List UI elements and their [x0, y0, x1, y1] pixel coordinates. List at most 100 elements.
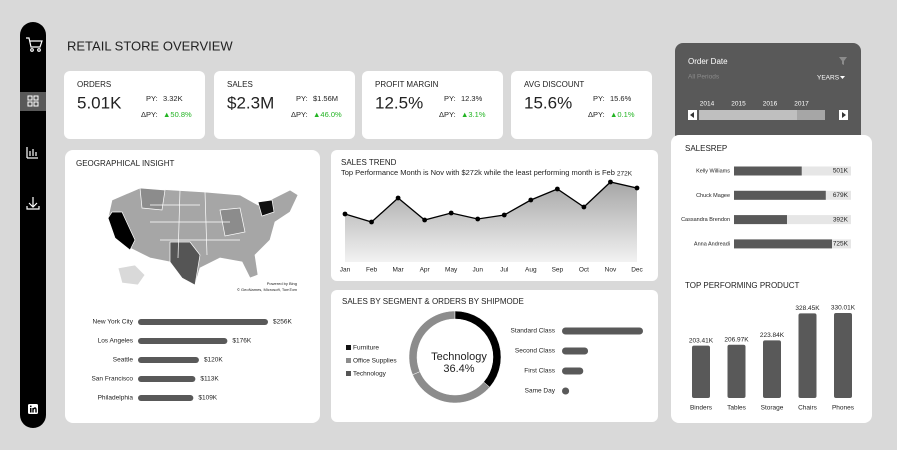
value-label: $109K: [198, 395, 217, 402]
x-tick-label: Nov: [605, 267, 617, 274]
x-tick-label: May: [445, 267, 458, 274]
x-tick-label: Aug: [525, 267, 537, 274]
timeline-track[interactable]: [797, 110, 825, 120]
x-tick-label: Apr: [420, 267, 431, 274]
kpi-delta-label: ΔPY:: [588, 110, 605, 119]
column: [798, 313, 817, 398]
bar: [562, 327, 643, 335]
page-title: RETAIL STORE OVERVIEW: [67, 38, 233, 53]
value-label: 206.97K: [724, 336, 749, 343]
filter-title: Order Date: [688, 57, 728, 66]
chart-title: TOP PERFORMING PRODUCT: [685, 281, 799, 290]
value-label: 392K: [833, 216, 849, 223]
chart-title: GEOGRAPHICAL INSIGHT: [76, 159, 175, 168]
level-arrow[interactable]: [840, 76, 845, 79]
bar: [734, 166, 802, 176]
filter-icon[interactable]: [839, 57, 847, 65]
category-label: First Class: [524, 368, 555, 375]
x-tick-label: Feb: [366, 267, 378, 274]
linkedin-icon[interactable]: [28, 404, 38, 414]
bar: [562, 347, 589, 355]
x-tick-label: Oct: [579, 267, 589, 274]
kpi-card: [362, 71, 503, 139]
point: [608, 179, 613, 185]
value-label: 501K: [833, 168, 849, 175]
grid-icon: [27, 95, 39, 107]
year-label[interactable]: 2014: [700, 101, 715, 108]
kpi-value: 5.01K: [77, 93, 122, 112]
bar: [138, 357, 199, 363]
kpi-py-label: PY:: [593, 94, 605, 103]
kpi-label: PROFIT MARGIN: [375, 80, 439, 89]
category-label: Second Class: [515, 348, 556, 355]
point: [422, 217, 428, 223]
download-icon[interactable]: [26, 197, 40, 210]
line: [344, 181, 638, 223]
category-label: New York City: [93, 319, 134, 326]
legend-label: Furniture: [353, 345, 379, 352]
kpi-label: AVG DISCOUNT: [524, 80, 584, 89]
kpi-delta-label: ΔPY:: [291, 110, 308, 119]
category-label: Cassandra Brendon: [681, 217, 730, 223]
column: [692, 345, 710, 398]
filter-level[interactable]: YEARS: [817, 75, 840, 82]
value-label: 203.41K: [689, 337, 714, 344]
kpi-label: ORDERS: [77, 80, 111, 89]
kpi-card: [214, 71, 355, 139]
value-label: 328.45K: [795, 305, 820, 312]
bar: [138, 376, 196, 382]
legend-label: Technology: [353, 371, 387, 378]
chart-title: SALES BY SEGMENT & ORDERS BY SHIPMODE: [342, 297, 524, 306]
category-label: San Francisco: [91, 376, 133, 383]
kpi-delta-label: ΔPY:: [439, 110, 456, 119]
value-label: $120K: [204, 357, 223, 364]
legend-swatch: [346, 371, 351, 376]
arrow: [690, 112, 694, 118]
kpi-delta: ▲0.1%: [610, 110, 635, 119]
kpi-delta: ▲46.0%: [313, 110, 342, 119]
chart-subtitle: Top Performance Month is Nov with $272k …: [341, 168, 615, 177]
nav-overview[interactable]: [20, 92, 46, 111]
year-label[interactable]: 2017: [794, 101, 809, 108]
category-label: Anna Andreadi: [694, 241, 730, 247]
x-tick-label: Chairs: [798, 405, 818, 412]
point: [395, 195, 401, 201]
x-tick-label: Jan: [340, 267, 351, 274]
kpi-value: 15.6%: [524, 93, 572, 112]
chart-icon[interactable]: [26, 147, 38, 159]
kpi-py-label: PY:: [296, 94, 308, 103]
category-label: Chuck Magee: [696, 193, 730, 199]
point: [528, 197, 534, 203]
bar: [138, 338, 228, 344]
sidebar: [20, 22, 46, 428]
value-label: 679K: [833, 192, 849, 199]
category-label: Same Day: [525, 388, 556, 395]
value-label: $176K: [232, 338, 251, 345]
map-credit: © GeoNames, Microsoft, TomTom: [237, 287, 298, 292]
timeline-selected[interactable]: [699, 110, 797, 120]
point: [501, 212, 507, 218]
column: [763, 340, 781, 398]
point: [554, 186, 560, 192]
x-tick-label: Tables: [727, 405, 747, 412]
donut-center-value: 36.4%: [443, 363, 474, 375]
point: [581, 204, 587, 210]
value-label: $256K: [273, 319, 292, 326]
legend-swatch: [346, 345, 351, 350]
x-tick-label: Jun: [472, 267, 483, 274]
year-label[interactable]: 2015: [731, 101, 746, 108]
year-label[interactable]: 2016: [763, 101, 778, 108]
category-label: Los Angeles: [98, 338, 134, 345]
map-credit: Powered by Bing: [267, 281, 297, 286]
kpi-py: 3.32K: [163, 94, 183, 103]
x-tick-label: Storage: [761, 405, 784, 412]
x-tick-label: Phones: [832, 405, 855, 412]
x-tick-label: Binders: [690, 405, 713, 412]
kpi-delta: ▲3.1%: [461, 110, 486, 119]
column: [834, 313, 852, 398]
bar: [734, 190, 826, 200]
x-tick-label: Jul: [500, 267, 509, 274]
donut-segment: [454, 310, 502, 388]
cart-icon[interactable]: [26, 37, 43, 52]
